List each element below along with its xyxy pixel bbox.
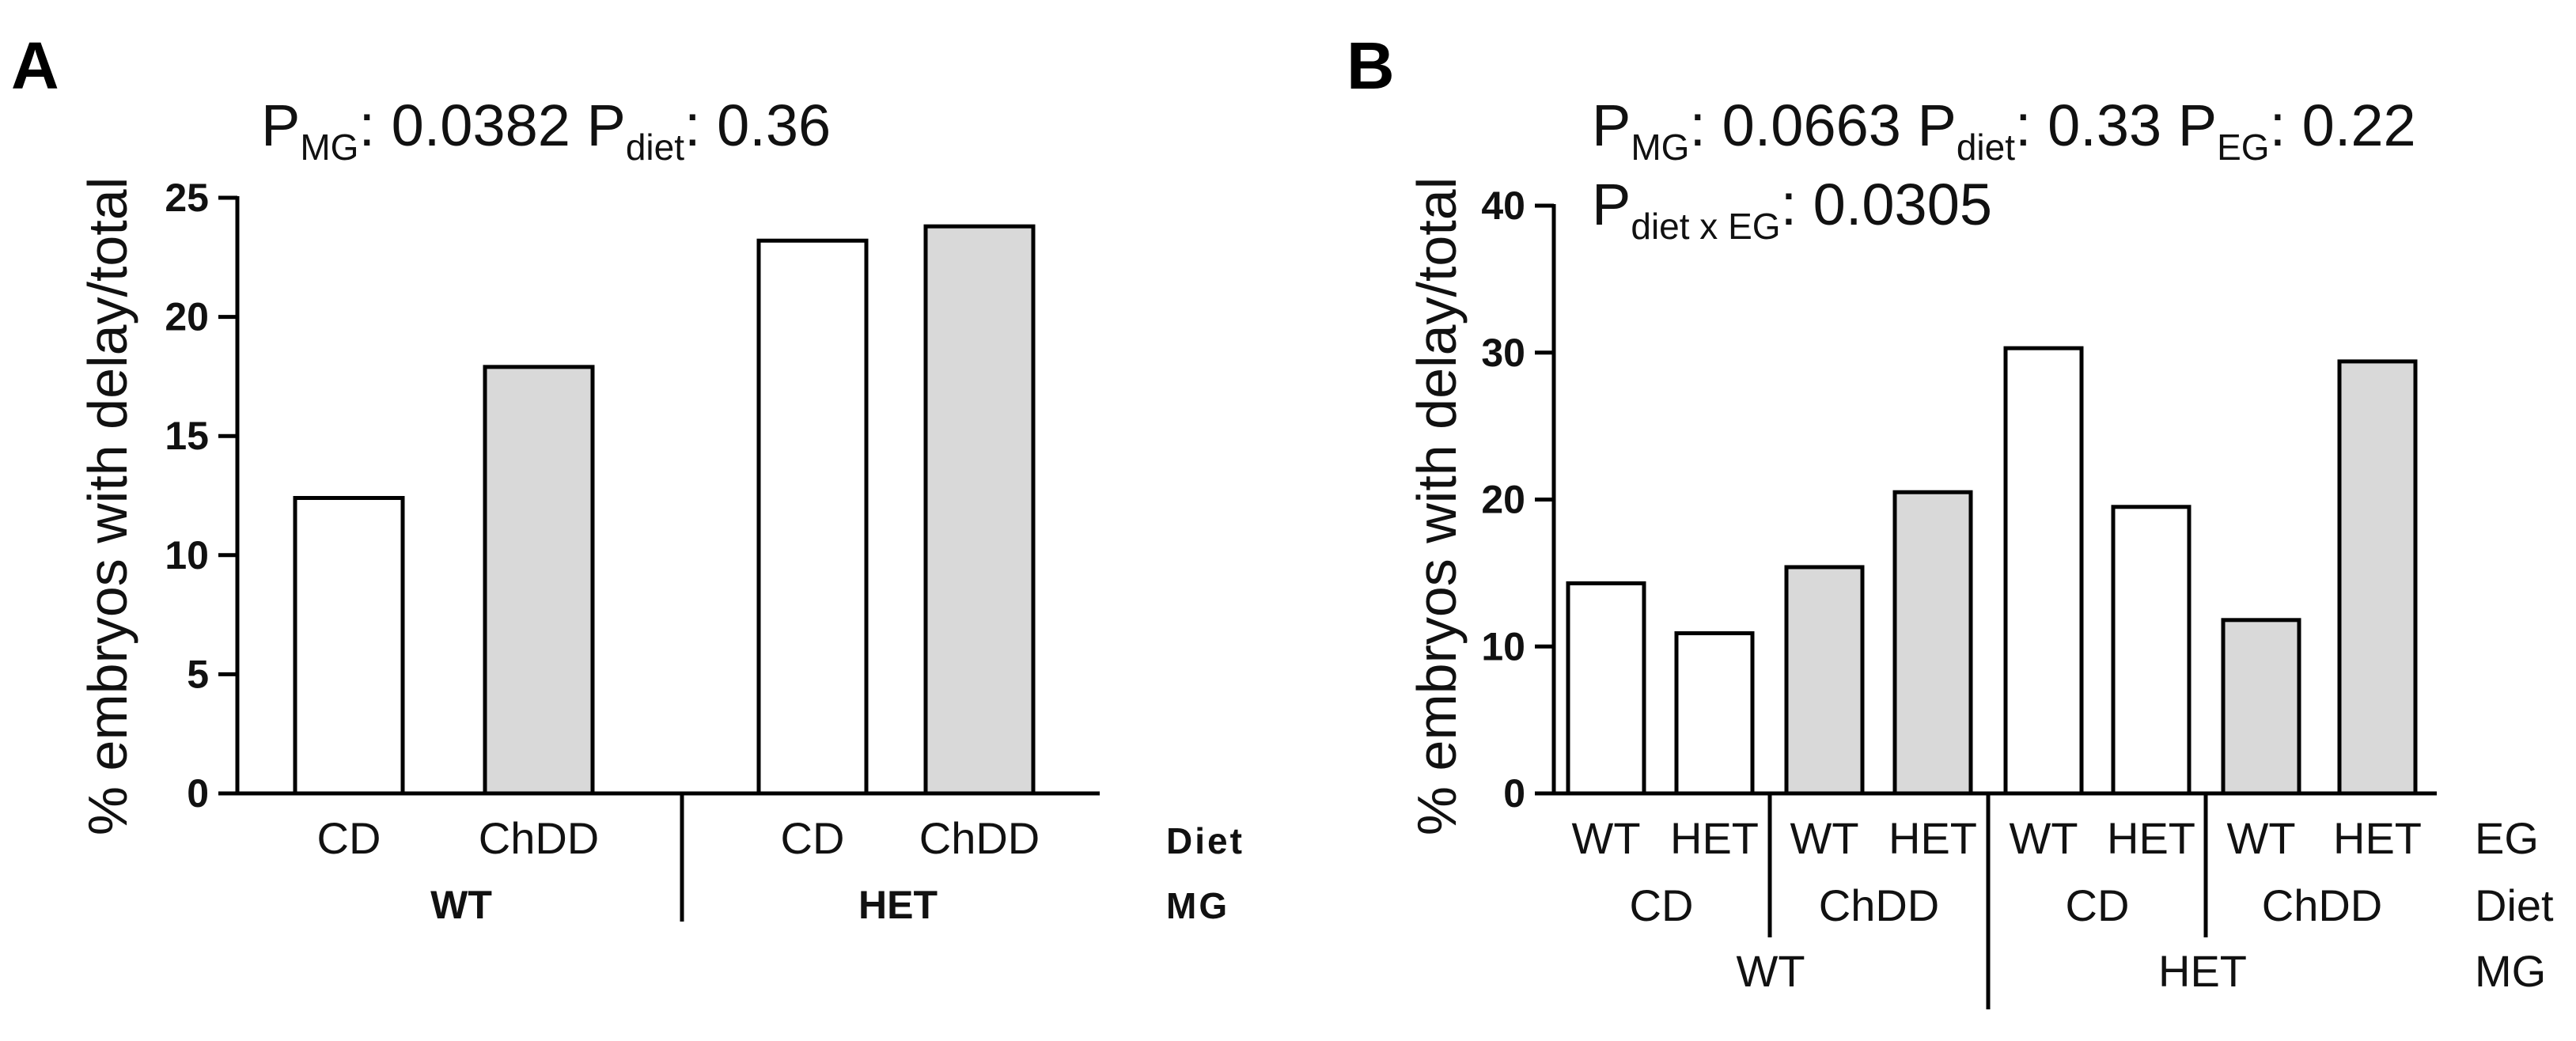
- panel-b-bars: [1566, 346, 2418, 796]
- panel-a: A PMG: 0.0382 Pdiet: 0.36 % embryos with…: [11, 28, 1244, 927]
- y-tick-label-1: 10: [1481, 624, 1525, 668]
- bar-2: [756, 238, 869, 796]
- y-tick-label-0: 0: [187, 771, 209, 816]
- bar-1: [483, 365, 595, 796]
- bar-0: [293, 496, 405, 796]
- panel-letter-a: A: [11, 28, 59, 103]
- panel-a-diet-label-2: ChDD: [479, 813, 599, 863]
- panel-a-y-axis-label: % embryos with delay/total: [77, 177, 138, 836]
- bar-3: [1892, 490, 1973, 796]
- bar-5: [2111, 505, 2191, 796]
- bar-0: [1566, 581, 1646, 796]
- panel-b-eg-label-5: HET: [2107, 813, 2195, 863]
- p-diet-sub: diet: [626, 127, 684, 168]
- y-tick-label-4: 20: [165, 295, 209, 339]
- panel-b-p-values-line2: Pdiet x EG: 0.0305: [1592, 172, 1992, 247]
- y-tick-label-2: 20: [1481, 478, 1525, 522]
- p-diet-label: P: [586, 93, 625, 158]
- panel-b-diet-label-1: CD: [1630, 880, 1694, 930]
- panel-b-mg-label-het: HET: [2158, 946, 2247, 996]
- panel-b-row-label-eg: EG: [2475, 813, 2539, 863]
- panel-b-eg-label-7: HET: [2333, 813, 2422, 863]
- panel-b-y-axis-label: % embryos with delay/total: [1406, 177, 1468, 836]
- panel-b-eg-label-2: WT: [1790, 813, 1858, 863]
- panel-a-p-values: PMG: 0.0382 Pdiet: 0.36: [261, 93, 831, 168]
- panel-b-eg-labels: WT HET WT HET WT HET WT HET: [1571, 813, 2422, 863]
- panel-a-diet-label-1: CD: [317, 813, 381, 863]
- bar-4: [2003, 346, 2084, 796]
- panel-b-diet-label-3: CD: [2066, 880, 2130, 930]
- bar-6: [2221, 618, 2301, 796]
- panel-b-p-values-line1: PMG: 0.0663 Pdiet: 0.33 PEG: 0.22: [1592, 93, 2416, 168]
- y-tick-label-3: 30: [1481, 331, 1525, 375]
- p-mg-value: : 0.0382: [358, 93, 586, 158]
- panel-letter-b: B: [1347, 28, 1395, 103]
- panel-b-diet-label-2: ChDD: [1819, 880, 1939, 930]
- panel-a-row-label-diet: Diet: [1166, 820, 1244, 861]
- p-mg-label: P: [261, 93, 300, 158]
- bar-2: [1784, 565, 1865, 796]
- panel-b-eg-label-0: WT: [1571, 813, 1640, 863]
- p-diet-value: : 0.36: [684, 93, 831, 158]
- y-tick-label-3: 15: [165, 414, 209, 458]
- y-tick-label-5: 25: [165, 176, 209, 220]
- panel-b-row-label-mg: MG: [2475, 946, 2546, 996]
- p-mg-sub: MG: [300, 127, 358, 168]
- bar-7: [2337, 359, 2418, 796]
- y-tick-label-0: 0: [1503, 771, 1525, 816]
- y-tick-label-2: 10: [165, 533, 209, 577]
- panel-b-eg-label-6: WT: [2226, 813, 2295, 863]
- panel-a-row-label-mg: MG: [1166, 885, 1229, 926]
- panel-b-diet-label-4: ChDD: [2262, 880, 2382, 930]
- y-tick-label-1: 5: [187, 652, 209, 696]
- y-tick-label-4: 40: [1481, 184, 1525, 228]
- panel-b-mg-label-wt: WT: [1736, 946, 1805, 996]
- panel-b-row-label-diet: Diet: [2475, 880, 2554, 930]
- panel-b-eg-label-1: HET: [1670, 813, 1759, 863]
- panel-a-bars: [293, 224, 1036, 796]
- panel-b: B PMG: 0.0663 Pdiet: 0.33 PEG: 0.22 Pdie…: [1347, 28, 2554, 1009]
- panel-a-mg-label-wt: WT: [430, 883, 492, 927]
- panel-a-y-ticks: 0 5 10 15 20 25: [165, 176, 237, 816]
- panel-a-diet-label-4: ChDD: [919, 813, 1040, 863]
- bar-3: [923, 224, 1036, 796]
- panel-b-eg-label-4: WT: [2009, 813, 2078, 863]
- panel-b-eg-label-3: HET: [1888, 813, 1977, 863]
- panel-a-diet-label-3: CD: [781, 813, 845, 863]
- panel-a-mg-label-het: HET: [858, 883, 938, 927]
- bar-1: [1674, 631, 1755, 796]
- panel-b-y-ticks: 0 10 20 30 40: [1481, 184, 1554, 816]
